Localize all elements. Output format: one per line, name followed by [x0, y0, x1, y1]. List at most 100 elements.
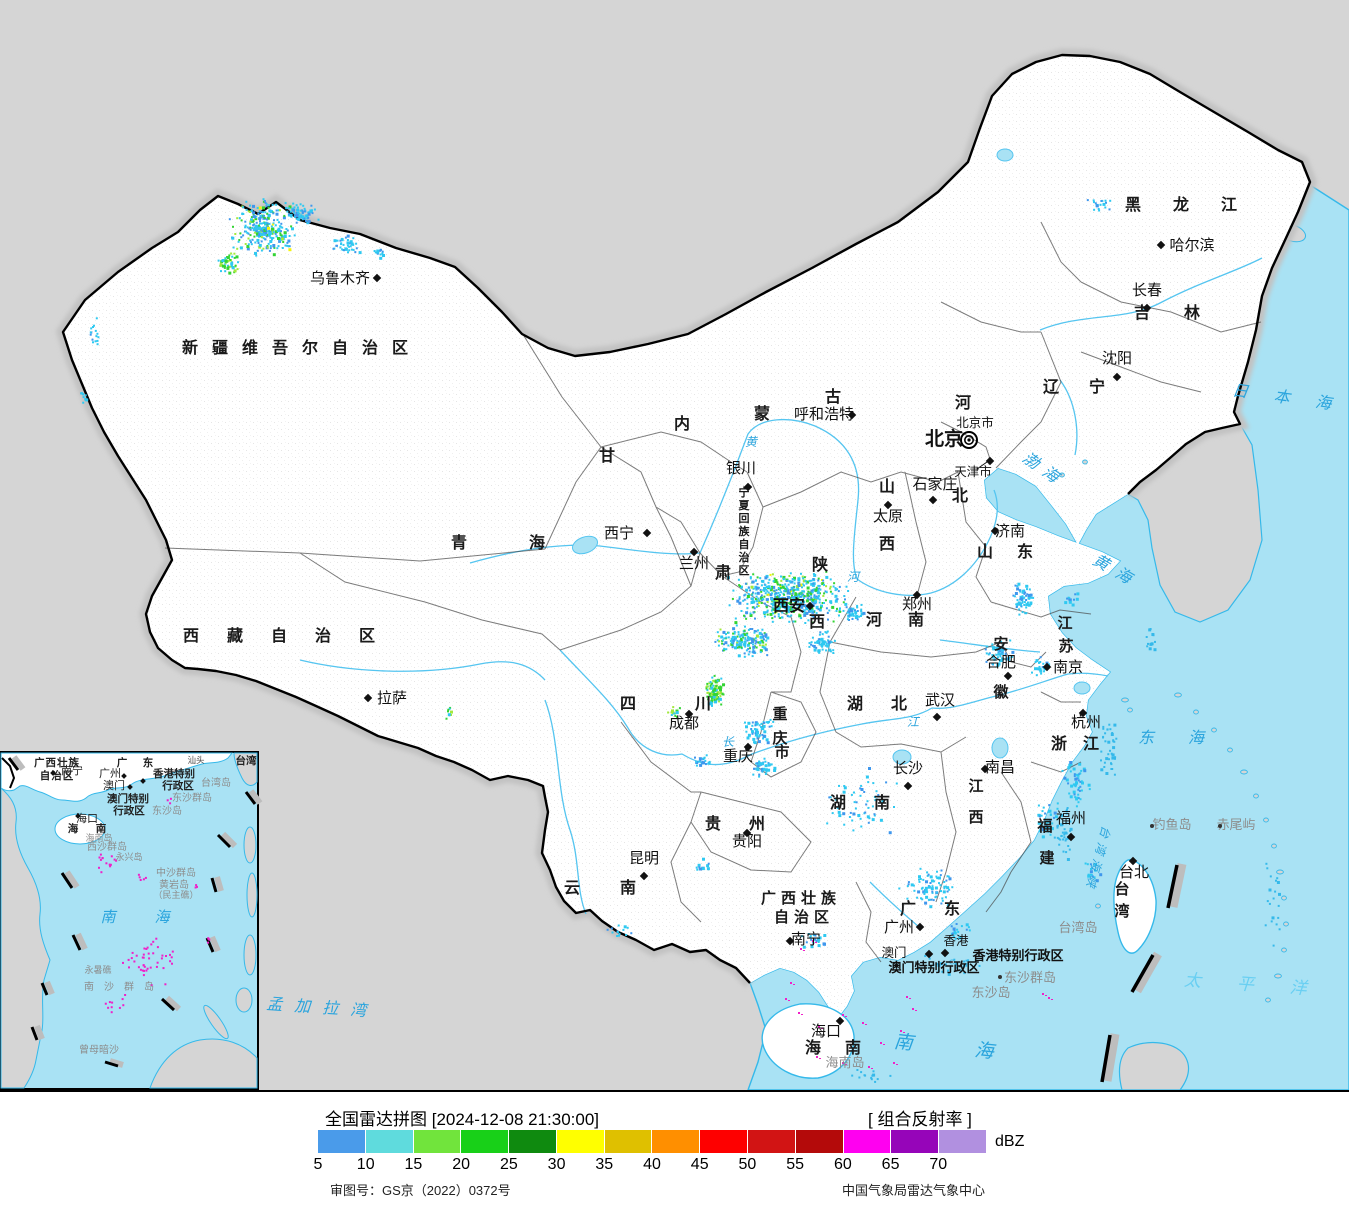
- city-dot: [912, 590, 922, 600]
- colorbar-tick: 10: [356, 1156, 375, 1173]
- city-label: 福州: [1056, 810, 1086, 827]
- china-terrain-texture: [63, 55, 1310, 1019]
- map-label: 西: [879, 535, 895, 553]
- city-label: 台北: [1119, 864, 1149, 881]
- city-dot: [985, 456, 995, 466]
- map-label: 河: [955, 393, 971, 412]
- map-label: 北京市: [956, 415, 994, 430]
- map-label: 广州: [99, 767, 121, 780]
- map-label: 澳门: [103, 778, 125, 792]
- map-label: 北: [952, 487, 968, 505]
- map-label: 苏: [1058, 637, 1073, 655]
- city-label: 海口: [811, 1023, 841, 1040]
- map-label: 南: [96, 822, 107, 835]
- map-label: （民主礁）: [153, 889, 198, 900]
- city-dot: [805, 601, 815, 611]
- map-label: 山: [879, 478, 895, 496]
- map-label: 甘: [599, 447, 615, 465]
- city-label: 广州: [884, 919, 914, 936]
- map-label: 东海: [1138, 729, 1238, 747]
- colorbar-tick: 15: [404, 1156, 423, 1173]
- city-dot: [639, 871, 649, 881]
- map-label: 四: [620, 696, 636, 713]
- city-label: 石家庄: [912, 475, 957, 493]
- city-label: 济南: [995, 523, 1025, 540]
- map-label: 广东: [900, 899, 988, 918]
- map-label: 海南: [805, 1038, 885, 1057]
- city-dot: [121, 773, 127, 779]
- colorbar-segment: [891, 1130, 939, 1153]
- map-label: 福: [1036, 817, 1052, 835]
- map-label: 肃: [715, 564, 731, 582]
- map-label: 湖北: [847, 695, 935, 713]
- map-label: 海南岛: [85, 832, 112, 843]
- map-label: 台湾岛: [201, 776, 231, 789]
- map-label: 自治区: [40, 769, 75, 782]
- city-dot: [684, 709, 694, 719]
- map-label: 川: [694, 696, 711, 713]
- city-label: 长春: [1132, 282, 1162, 299]
- map-label: 江: [1057, 614, 1072, 632]
- map-label: 行政区: [112, 804, 145, 817]
- map-label: 内: [674, 414, 690, 433]
- map-label: 江: [968, 777, 983, 795]
- city-dot: [363, 693, 373, 703]
- city-dot: [642, 528, 652, 538]
- approval-number: 审图号：GS京（2022）0372号: [330, 1183, 511, 1198]
- city-dot: [140, 778, 146, 784]
- national-border: [61, 53, 1312, 984]
- inset-borneo: [149, 1038, 258, 1089]
- city-label: 合肥: [986, 654, 1016, 671]
- city-label: 澳门: [881, 945, 906, 960]
- city-label: 沈阳: [1102, 350, 1132, 367]
- city-label: 天津市: [954, 464, 992, 479]
- map-label: 海: [68, 822, 79, 835]
- city-dot: [883, 500, 893, 510]
- colorbar-tick: 65: [881, 1156, 900, 1173]
- city-dot: [742, 828, 752, 838]
- city-label: 重庆: [723, 748, 753, 765]
- map-label: 黄岩岛: [159, 878, 189, 891]
- map-label: 东: [143, 756, 154, 769]
- china-radar-map: 黑龙江 吉林 辽宁 新疆维吾尔自治区内蒙古甘肃宁夏回族自治区 青海 西藏自治区陕西山西河北…: [0, 0, 1349, 1091]
- map-label: 东沙岛: [971, 985, 1010, 1000]
- city-label: 西宁: [604, 525, 634, 542]
- colorbar-segment: [700, 1130, 748, 1153]
- map-label: 西藏自治区: [183, 626, 403, 645]
- map-label: 香港特别: [152, 767, 195, 780]
- map-label: 宁夏回族自治区: [739, 485, 751, 577]
- city-dot: [915, 922, 925, 932]
- colorbar-segment: [604, 1130, 652, 1153]
- map-label: 新疆维吾尔自治区: [182, 338, 422, 357]
- city-label: 武汉: [925, 692, 955, 709]
- colorbar-segment: [939, 1130, 986, 1153]
- unit-label: dBZ: [995, 1133, 1025, 1150]
- map-label: 黄: [745, 435, 759, 449]
- city-markers: 哈尔滨长春沈阳乌鲁木齐呼和浩特银川西宁兰州太原石家庄济南郑州西安成都重庆武汉长沙…: [50, 237, 1222, 1040]
- city-label: 昆明: [629, 850, 659, 867]
- map-label: 庆: [772, 729, 787, 747]
- city-dot: [835, 1016, 845, 1026]
- map-label: 澳门特别行政区: [888, 960, 979, 975]
- city-label: 郑州: [902, 596, 932, 613]
- map-label: 东沙群岛: [172, 791, 212, 804]
- map-label: 海南岛: [825, 1055, 864, 1070]
- small-islands: [949, 459, 1289, 1003]
- map-label: 西沙群岛: [87, 840, 127, 853]
- colorbar-segment: [556, 1130, 604, 1153]
- map-label: 市: [774, 743, 789, 761]
- city-dot: [1112, 372, 1122, 382]
- city-label: 兰州: [679, 555, 709, 572]
- map-label: 山东: [977, 542, 1057, 561]
- colorbar-tick: 25: [499, 1156, 518, 1173]
- reef-markers-inset: [98, 797, 211, 1014]
- map-label: 江: [907, 715, 921, 729]
- map-label: 建: [1039, 849, 1055, 867]
- inset-china-land: [0, 752, 234, 802]
- map-label: 赤尾屿: [1216, 817, 1255, 832]
- city-dot: [1003, 671, 1013, 681]
- map-label: 西: [968, 809, 983, 826]
- luzon-island: [1118, 1041, 1190, 1091]
- map-label: 台: [1114, 880, 1129, 898]
